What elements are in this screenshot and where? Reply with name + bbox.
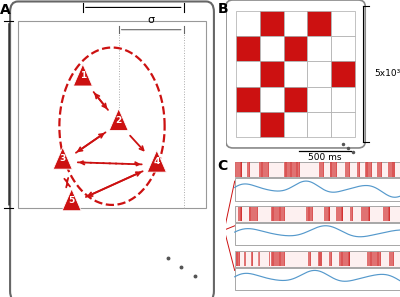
Bar — [361, 207, 370, 221]
Bar — [284, 11, 308, 36]
Bar — [308, 252, 311, 266]
Bar — [236, 87, 260, 112]
FancyBboxPatch shape — [10, 1, 214, 297]
Bar — [260, 87, 284, 112]
Bar — [236, 112, 260, 137]
Bar — [236, 252, 240, 266]
Bar — [376, 162, 382, 176]
Bar — [356, 162, 360, 176]
Bar — [284, 162, 300, 176]
Bar — [336, 207, 342, 221]
Polygon shape — [147, 150, 166, 172]
FancyBboxPatch shape — [226, 0, 365, 148]
Bar — [260, 112, 284, 137]
Bar — [235, 206, 400, 222]
Polygon shape — [73, 64, 92, 86]
Bar — [389, 252, 394, 266]
Bar — [284, 36, 308, 61]
Bar — [350, 207, 353, 221]
Text: 5 mm: 5 mm — [119, 0, 148, 2]
Polygon shape — [62, 189, 81, 211]
Text: 500 ms: 500 ms — [308, 153, 342, 162]
Bar — [308, 87, 331, 112]
Bar — [331, 87, 355, 112]
Bar — [259, 162, 270, 176]
Text: 5: 5 — [68, 196, 75, 205]
Bar — [235, 178, 400, 201]
Bar — [339, 252, 350, 266]
Bar — [365, 162, 372, 176]
Bar — [236, 61, 260, 87]
Bar — [367, 252, 381, 266]
Bar — [383, 207, 390, 221]
Bar — [235, 162, 242, 176]
Bar — [319, 162, 324, 176]
Bar — [236, 36, 260, 61]
Text: C: C — [217, 159, 228, 173]
Bar — [308, 36, 331, 61]
Bar — [318, 252, 322, 266]
Bar — [284, 87, 308, 112]
Bar — [260, 36, 284, 61]
Bar — [236, 11, 260, 36]
Text: B: B — [217, 1, 228, 15]
Bar — [250, 207, 258, 221]
Bar — [284, 61, 308, 87]
Text: 2: 2 — [116, 116, 122, 125]
Text: 4: 4 — [154, 157, 160, 166]
Bar — [331, 36, 355, 61]
Bar — [330, 162, 337, 176]
Bar — [331, 61, 355, 87]
Bar — [388, 162, 395, 176]
Bar — [271, 207, 285, 221]
Bar — [308, 11, 331, 36]
Text: 3: 3 — [60, 154, 66, 163]
Bar — [244, 252, 246, 266]
Text: 20 mm: 20 mm — [0, 99, 1, 130]
Bar — [260, 11, 284, 36]
Bar — [18, 21, 206, 208]
Bar — [269, 252, 270, 266]
Bar — [238, 207, 242, 221]
Bar — [324, 207, 330, 221]
Text: 5x10³: 5x10³ — [374, 69, 400, 78]
Text: σ: σ — [148, 15, 155, 25]
Text: A: A — [0, 3, 11, 17]
Bar — [345, 162, 350, 176]
Bar — [235, 162, 400, 177]
Bar — [235, 268, 400, 290]
Bar — [271, 252, 285, 266]
Bar — [260, 61, 284, 87]
Polygon shape — [53, 147, 72, 169]
Bar — [331, 11, 355, 36]
Bar — [258, 252, 260, 266]
Bar — [306, 207, 313, 221]
Bar — [284, 112, 308, 137]
Bar — [331, 112, 355, 137]
Bar — [329, 252, 332, 266]
Text: 1: 1 — [80, 71, 86, 80]
Bar — [308, 61, 331, 87]
Bar — [251, 252, 253, 266]
Bar — [235, 223, 400, 245]
Bar — [247, 162, 250, 176]
Bar — [308, 112, 331, 137]
Polygon shape — [109, 109, 128, 131]
Bar — [235, 251, 400, 267]
